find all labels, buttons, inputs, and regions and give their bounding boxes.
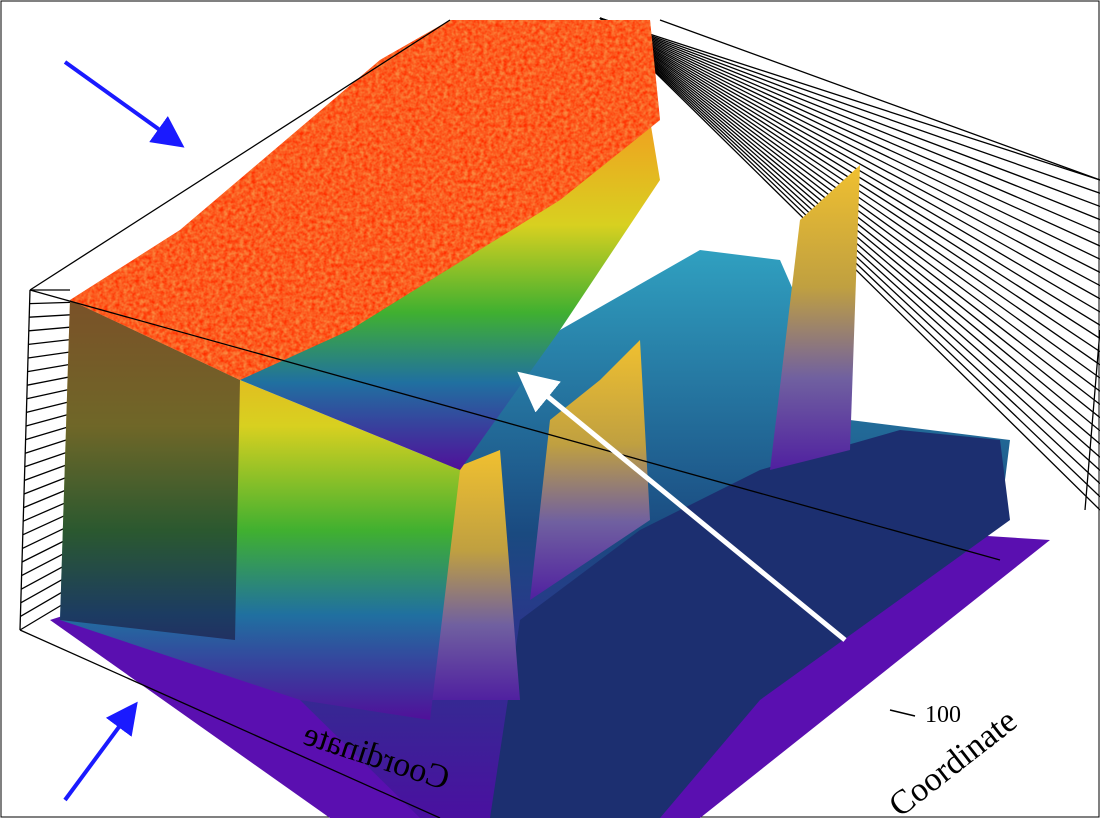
- tick-label: 100: [925, 702, 961, 728]
- surface-plot: 100 Coordinate Coordinate: [0, 0, 1100, 818]
- page: {"axes": {"x_label": "Coordinate", "y_la…: [0, 0, 1100, 818]
